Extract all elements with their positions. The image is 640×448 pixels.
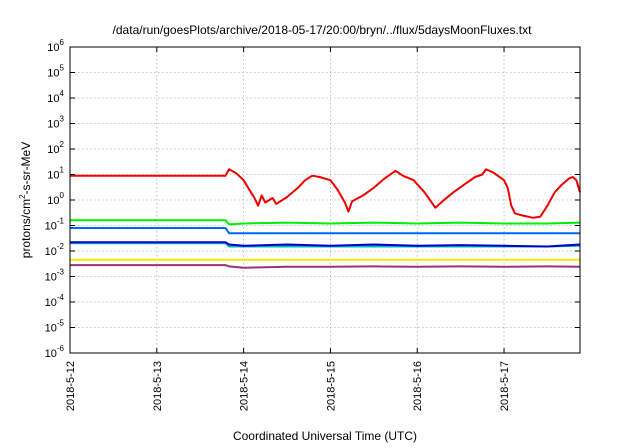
series-line-3: [70, 227, 580, 235]
y-tick-label: 10-1: [45, 217, 65, 233]
y-tick-base: 10: [45, 297, 57, 309]
y-tick-label: 100: [47, 191, 64, 207]
series-line-1: [70, 168, 581, 219]
y-tick-base: 10: [45, 272, 57, 284]
y-tick-label: 105: [47, 64, 64, 80]
axis-ticks: [69, 46, 580, 354]
x-axis-label: Coordinated Universal Time (UTC): [233, 429, 417, 443]
y-tick-base: 10: [47, 93, 59, 105]
y-tick-label: 103: [47, 115, 64, 131]
y-tick-exp: 6: [60, 38, 65, 47]
y-tick-exp: 0: [60, 191, 65, 200]
y-tick-exp: 1: [60, 166, 65, 175]
y-tick-labels: 10610510410310210110010-110-210-310-410-…: [45, 38, 65, 360]
grid: [69, 46, 580, 354]
y-tick-label: 10-5: [45, 319, 65, 335]
y-tick-base: 10: [45, 221, 57, 233]
y-tick-exp: -5: [57, 319, 65, 328]
y-tick-base: 10: [47, 195, 59, 207]
y-tick-label: 10-3: [45, 268, 65, 284]
y-tick-exp: 4: [60, 89, 65, 98]
x-tick-label: 2018-5-17: [499, 361, 511, 411]
y-tick-base: 10: [47, 119, 59, 131]
y-tick-label: 10-6: [45, 344, 65, 360]
y-tick-label: 106: [47, 38, 64, 54]
y-tick-exp: 3: [60, 115, 65, 124]
series-line-7: [70, 264, 581, 269]
y-tick-exp: -6: [57, 344, 65, 353]
x-tick-labels: 2018-5-12 2018-5-13 2018-5-14 2018-5-15 2018…: [65, 361, 511, 411]
y-axis-label-rest: -s-sr-MeV: [19, 142, 33, 195]
y-tick-base: 10: [45, 323, 57, 335]
y-tick-exp: 2: [60, 140, 65, 149]
y-tick-base: 10: [47, 144, 59, 156]
series-group: [70, 168, 581, 269]
y-tick-base: 10: [47, 68, 59, 80]
y-tick-exp: -4: [57, 293, 65, 302]
y-tick-label: 101: [47, 166, 64, 182]
y-tick-base: 10: [47, 170, 59, 182]
y-tick-label: 102: [47, 140, 64, 156]
x-tick-label: 2018-5-12: [65, 361, 77, 411]
chart-title: /data/run/goesPlots/archive/2018-05-17/2…: [113, 23, 533, 37]
y-axis-label: protons/cm2-s-sr-MeV: [18, 142, 33, 258]
y-tick-base: 10: [47, 42, 59, 54]
y-tick-exp: -3: [57, 268, 65, 277]
x-tick-label: 2018-5-15: [325, 361, 337, 411]
y-axis-label-base: protons/cm: [19, 199, 33, 258]
x-tick-label: 2018-5-13: [152, 361, 164, 411]
y-tick-label: 10-4: [45, 293, 65, 309]
y-tick-exp: 5: [60, 64, 65, 73]
x-tick-label: 2018-5-14: [239, 361, 251, 411]
y-tick-exp: -1: [57, 217, 65, 226]
y-axis-label-sup: 2: [18, 194, 27, 199]
series-line-2: [70, 219, 581, 226]
y-tick-exp: -2: [57, 242, 65, 251]
x-tick-label: 2018-5-16: [412, 361, 424, 411]
y-tick-base: 10: [45, 348, 57, 360]
y-tick-label: 104: [47, 89, 64, 105]
y-tick-label: 10-2: [45, 242, 65, 258]
series-line-5: [70, 241, 581, 248]
y-tick-base: 10: [45, 246, 57, 258]
